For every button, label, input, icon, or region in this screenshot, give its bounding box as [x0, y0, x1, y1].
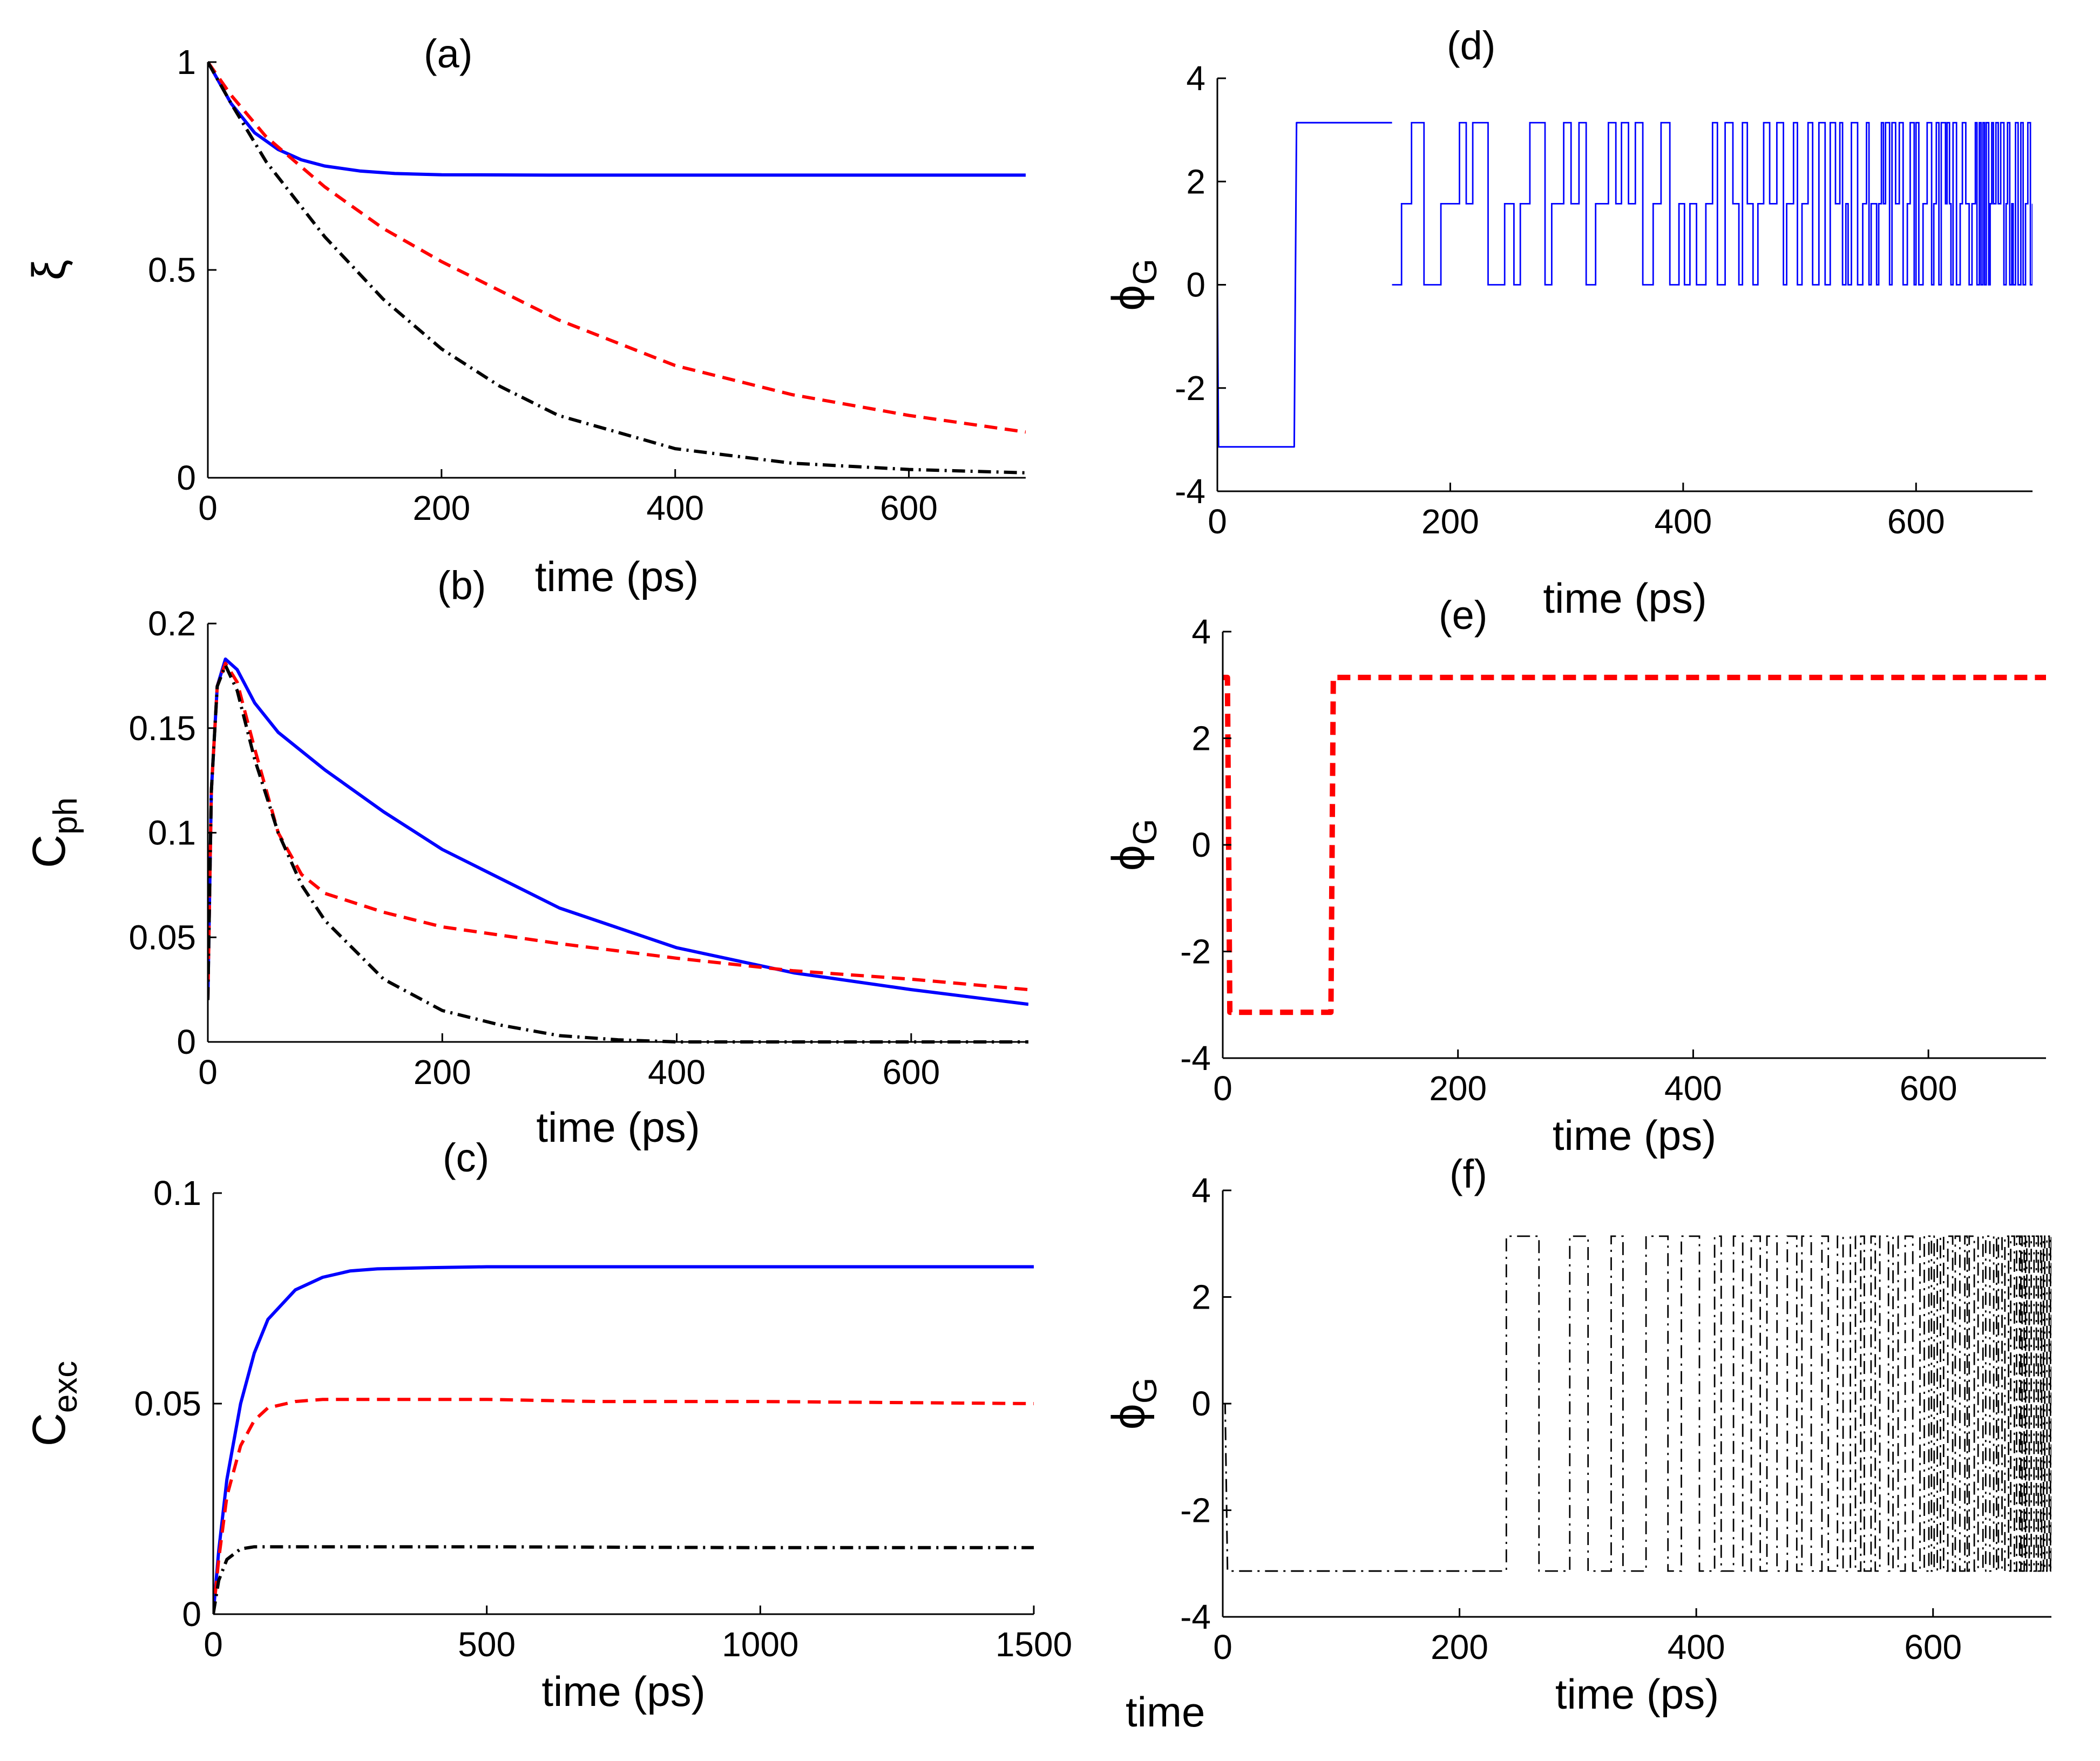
y-tick-label: -4 [1180, 1039, 1211, 1078]
x-tick-label: 0 [1213, 1628, 1232, 1667]
y-tick-label: 0.15 [128, 709, 196, 748]
x-tick-label: 600 [882, 1053, 940, 1092]
y-tick-label: -4 [1180, 1597, 1211, 1636]
panel-label: (b) [437, 563, 486, 608]
y-axis-label-subscript: G [1127, 1378, 1164, 1404]
series-line-c-blue-solid [213, 1265, 1034, 1615]
series-line-a-red-dashed [208, 61, 1026, 434]
y-tick-label: 0.1 [148, 814, 196, 852]
series-line-a-blue-solid [208, 61, 1026, 177]
y-axis-label-subscript: ph [47, 797, 84, 835]
x-tick-label: 600 [880, 489, 938, 527]
y-axis-label-main: ϕ [1103, 1404, 1155, 1430]
x-tick-label: 200 [412, 489, 470, 527]
x-tick-label: 400 [648, 1053, 706, 1092]
x-tick-label: 200 [1429, 1069, 1487, 1108]
series-line-c-black-dashdot [213, 1545, 1034, 1615]
y-axis-label-subscript: G [1127, 819, 1164, 845]
x-axis-label: time (ps) [535, 553, 699, 600]
series-line-c-red-dashed [213, 1398, 1034, 1615]
x-axis-label: time (ps) [1543, 574, 1706, 622]
y-tick-label: 0 [1191, 825, 1211, 864]
panel-label: (e) [1439, 593, 1487, 638]
series-oscillation-f [1489, 1235, 2051, 1572]
y-tick-label: -2 [1175, 369, 1205, 408]
y-axis-label: ϕG [1103, 1378, 1164, 1430]
y-tick-label: 4 [1191, 612, 1211, 651]
y-tick-label: -4 [1175, 472, 1205, 511]
y-tick-label: 0.05 [128, 918, 196, 957]
y-tick-label: 0.5 [148, 250, 196, 289]
y-tick-label: -2 [1180, 932, 1211, 971]
series-line-b-red-dashed [208, 661, 1028, 1000]
panel-d: 0 200 400 600 -4 -2 0 2 4 time (ps) ϕG (d) [1103, 23, 2033, 622]
x-tick-label: 600 [1900, 1069, 1957, 1108]
x-axis-label: time (ps) [541, 1668, 705, 1715]
panel-a: 0 200 400 600 0 0.5 1 time (ps) ξ (a) [23, 31, 1026, 600]
x-tick-label: 0 [1213, 1069, 1232, 1108]
x-tick-label: 500 [458, 1625, 516, 1664]
y-axis-label-main: C [23, 835, 75, 868]
y-axis-label-main: ϕ [1103, 285, 1155, 311]
y-tick-label: 2 [1186, 162, 1205, 201]
panel-label: (d) [1447, 23, 1495, 68]
y-axis-label: ξ [23, 260, 75, 281]
x-tick-label: 200 [1431, 1628, 1488, 1667]
y-axis-label: Cph [23, 797, 84, 868]
x-tick-label: 1000 [722, 1625, 798, 1664]
panel-e: 0 200 400 600 -4 -2 0 2 4 time (ps) ϕG (e) [1103, 593, 2046, 1159]
x-tick-label: 200 [414, 1053, 471, 1092]
x-tick-label: 400 [1654, 502, 1712, 541]
x-tick-label: 400 [1668, 1628, 1725, 1667]
y-axis-label-main: C [23, 1413, 75, 1446]
series-line-a-black-dashdot [208, 61, 1026, 475]
y-axis-label-subscript: G [1127, 259, 1164, 285]
x-tick-label: 0 [198, 1053, 218, 1092]
y-tick-label: 0.05 [134, 1384, 201, 1423]
y-tick-label: -2 [1180, 1491, 1211, 1530]
x-tick-label: 1500 [995, 1625, 1072, 1664]
y-tick-label: 2 [1191, 719, 1211, 758]
y-tick-label: 0 [182, 1595, 201, 1634]
series-line-d-blue-thin [1217, 121, 1392, 448]
y-tick-label: 0 [177, 458, 196, 497]
y-tick-label: 4 [1186, 59, 1205, 98]
y-tick-label: 0 [1186, 266, 1205, 304]
y-tick-label: 1 [177, 43, 196, 82]
series-line-e-red-dashed [1223, 674, 2046, 1015]
x-tick-label: 400 [1664, 1069, 1722, 1108]
y-axis-label-main: ϕ [1103, 845, 1155, 871]
panel-label: (c) [443, 1135, 489, 1180]
y-tick-label: 4 [1191, 1171, 1211, 1210]
x-tick-label: 0 [1208, 502, 1227, 541]
y-axis-label-main: ξ [23, 260, 75, 281]
x-axis-label: time (ps) [536, 1103, 700, 1151]
panel-label: (f) [1449, 1152, 1487, 1196]
y-axis-label-subscript: exc [47, 1361, 84, 1413]
x-tick-label: 200 [1421, 502, 1479, 541]
y-tick-label: 0.1 [153, 1174, 201, 1213]
x-tick-label: 600 [1887, 502, 1945, 541]
stray-time-label: time [1126, 1688, 1205, 1736]
x-tick-label: 400 [646, 489, 704, 527]
panel-label: (a) [424, 31, 472, 76]
x-axis-label: time (ps) [1555, 1670, 1719, 1718]
x-axis-label: time (ps) [1553, 1112, 1716, 1159]
x-tick-label: 0 [198, 489, 218, 527]
y-tick-label: 2 [1191, 1278, 1211, 1317]
y-tick-label: 0.2 [148, 604, 196, 643]
panel-c: 0 500 1000 1500 0 0.05 0.1 time (ps) Cexc (c) [23, 1135, 1072, 1715]
y-axis-label: Cexc [23, 1361, 84, 1447]
panel-f: 0 200 400 600 -4 -2 0 2 4 time (ps) ϕG (f) [1103, 1152, 2051, 1718]
y-axis-label: ϕG [1103, 819, 1164, 871]
y-tick-label: 0 [1191, 1384, 1211, 1423]
panel-b: 0 200 400 600 0 0.05 0.1 0.15 0.2 time (ps) Cph (b) [23, 563, 1028, 1151]
y-tick-label: 0 [177, 1022, 196, 1061]
y-axis-label: ϕG [1103, 259, 1164, 310]
x-tick-label: 600 [1904, 1628, 1962, 1667]
series-oscillation-d [1392, 121, 2033, 286]
x-tick-label: 0 [204, 1625, 223, 1664]
